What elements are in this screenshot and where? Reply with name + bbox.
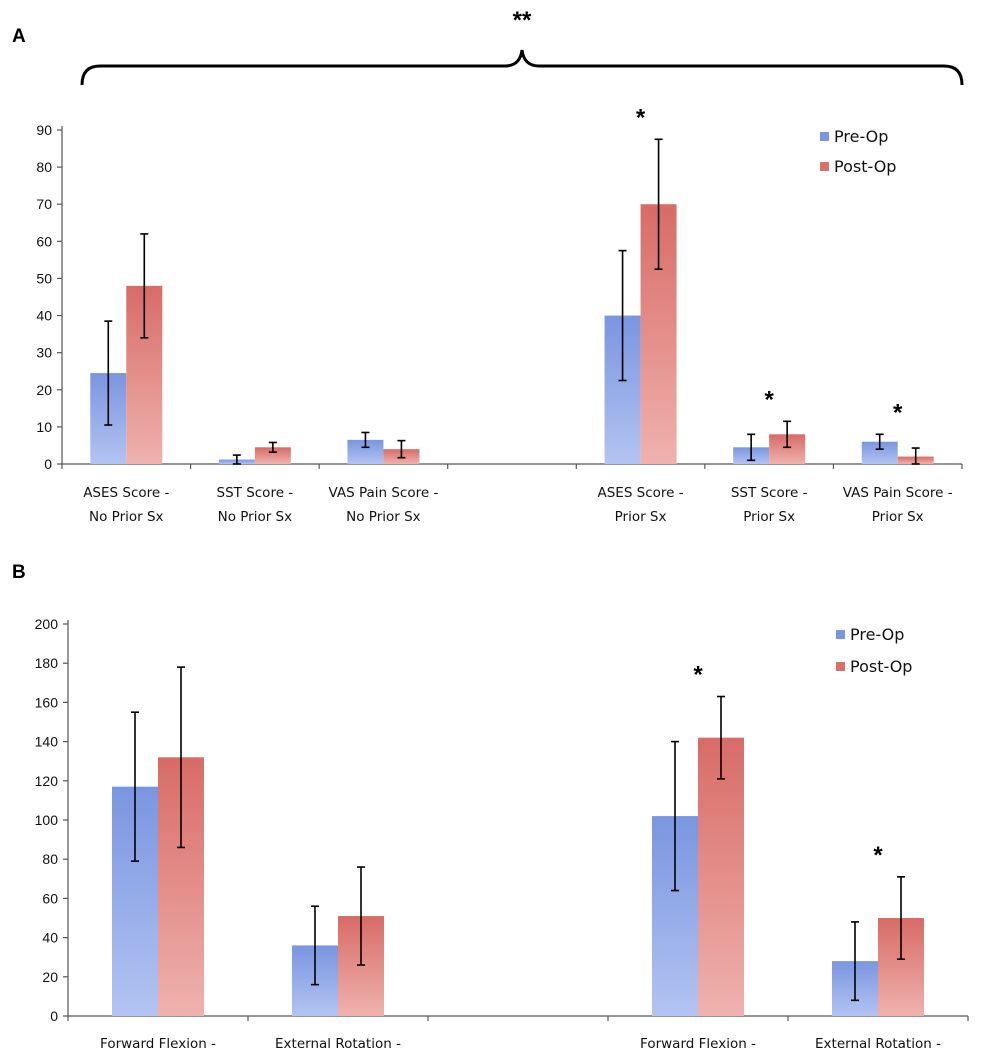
category-label: Prior Sx [615, 509, 667, 525]
y-tick-label: 10 [36, 419, 52, 435]
category-label: External Rotation - [815, 1036, 941, 1052]
significance-marker: * [693, 662, 703, 689]
y-tick-label: 40 [42, 930, 58, 946]
y-tick-label: 20 [42, 969, 58, 985]
legend-label-pre-op: Pre-Op [850, 625, 904, 644]
y-tick-label: 200 [35, 616, 59, 632]
panel-b-chart: 0 20 40 60 80 100 120 140 160 180 200 Forward Flexi… [35, 616, 969, 1052]
y-tick-label: 0 [50, 1008, 58, 1024]
y-tick-label: 30 [36, 345, 52, 361]
y-tick-label: 40 [36, 308, 52, 324]
legend-label-pre-op: Pre-Op [834, 127, 888, 146]
category-label: Prior Sx [872, 509, 924, 525]
legend-label-post-op: Post-Op [834, 157, 896, 176]
significance-marker: * [873, 842, 883, 869]
category-label: VAS Pain Score - [328, 485, 438, 501]
y-tick-label: 100 [35, 812, 59, 828]
legend-swatch-post-op [836, 662, 845, 671]
y-tick-label: 120 [35, 773, 59, 789]
category-label: Prior Sx [743, 509, 795, 525]
y-tick-label: 140 [35, 734, 59, 750]
y-tick-label: 0 [44, 456, 52, 472]
panel-a-chart: 0 10 20 30 40 50 60 70 80 90 ASES Score - No Prior … [36, 104, 963, 525]
category-label: SST Score - [731, 485, 808, 501]
significance-marker: * [893, 399, 903, 426]
y-tick-label: 60 [36, 233, 52, 249]
brace-significance-label: ** [513, 7, 532, 34]
category-label: No Prior Sx [89, 509, 164, 525]
y-tick-label: 80 [42, 851, 58, 867]
category-label: External Rotation - [275, 1036, 401, 1052]
y-tick-label: 160 [35, 694, 59, 710]
bar-post-op [698, 737, 744, 1016]
y-tick-label: 90 [36, 122, 52, 138]
significance-marker: * [764, 386, 774, 413]
y-tick-label: 80 [36, 159, 52, 175]
category-label: ASES Score - [83, 485, 169, 501]
category-label: No Prior Sx [218, 509, 293, 525]
significance-marker: * [636, 104, 646, 131]
y-tick-label: 70 [36, 196, 52, 212]
category-label: No Prior Sx [346, 509, 421, 525]
y-tick-label: 20 [36, 382, 52, 398]
bar-pre-op [861, 441, 898, 464]
legend-swatch-pre-op [820, 132, 829, 141]
category-label: Forward Flexion - [640, 1036, 756, 1052]
bar-post-op [254, 447, 291, 464]
legend-swatch-post-op [820, 162, 829, 171]
category-label: ASES Score - [597, 485, 683, 501]
grouping-brace [80, 49, 964, 86]
legend-label-post-op: Post-Op [850, 657, 912, 676]
legend-swatch-pre-op [836, 630, 845, 639]
y-tick-label: 180 [35, 655, 59, 671]
category-label: VAS Pain Score - [843, 485, 953, 501]
panel-b-label: B [12, 562, 26, 583]
category-label: Forward Flexion - [100, 1036, 216, 1052]
y-tick-label: 60 [42, 890, 58, 906]
category-label: SST Score - [217, 485, 294, 501]
panel-a-label: A [12, 26, 26, 47]
y-tick-label: 50 [36, 270, 52, 286]
